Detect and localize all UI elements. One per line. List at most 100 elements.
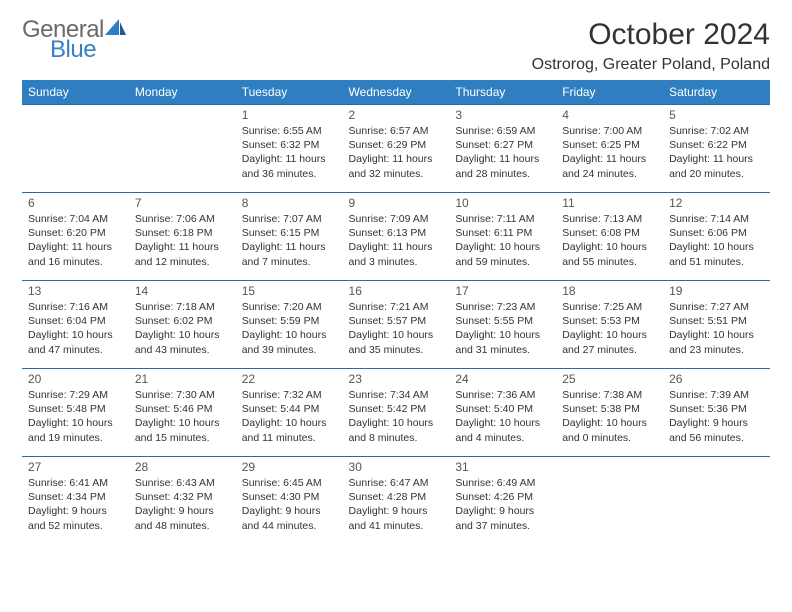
sunrise-text: Sunrise: 6:59 AM [455,124,550,138]
sunrise-text: Sunrise: 7:13 AM [562,212,657,226]
daylight-text-2: and 4 minutes. [455,431,550,445]
daylight-text-1: Daylight: 10 hours [135,416,230,430]
sunrise-text: Sunrise: 7:07 AM [242,212,337,226]
day-info: Sunrise: 7:13 AMSunset: 6:08 PMDaylight:… [562,212,657,269]
day-number: 22 [242,372,337,386]
day-info: Sunrise: 7:30 AMSunset: 5:46 PMDaylight:… [135,388,230,445]
calendar-day-cell: 13Sunrise: 7:16 AMSunset: 6:04 PMDayligh… [22,281,129,369]
calendar-day-cell: 31Sunrise: 6:49 AMSunset: 4:26 PMDayligh… [449,457,556,545]
daylight-text-2: and 32 minutes. [349,167,444,181]
daylight-text-1: Daylight: 9 hours [455,504,550,518]
calendar-day-cell: 30Sunrise: 6:47 AMSunset: 4:28 PMDayligh… [343,457,450,545]
calendar-day-cell: 15Sunrise: 7:20 AMSunset: 5:59 PMDayligh… [236,281,343,369]
page-title: October 2024 [532,18,770,52]
daylight-text-1: Daylight: 10 hours [669,328,764,342]
sunrise-text: Sunrise: 7:18 AM [135,300,230,314]
day-info: Sunrise: 6:45 AMSunset: 4:30 PMDaylight:… [242,476,337,533]
calendar-day-cell: 5Sunrise: 7:02 AMSunset: 6:22 PMDaylight… [663,105,770,193]
sunrise-text: Sunrise: 6:55 AM [242,124,337,138]
day-number: 4 [562,108,657,122]
day-number: 2 [349,108,444,122]
day-info: Sunrise: 7:16 AMSunset: 6:04 PMDaylight:… [28,300,123,357]
day-number: 18 [562,284,657,298]
daylight-text-1: Daylight: 11 hours [562,152,657,166]
day-info: Sunrise: 7:32 AMSunset: 5:44 PMDaylight:… [242,388,337,445]
sunset-text: Sunset: 6:29 PM [349,138,444,152]
sunset-text: Sunset: 4:30 PM [242,490,337,504]
day-number: 1 [242,108,337,122]
day-info: Sunrise: 7:29 AMSunset: 5:48 PMDaylight:… [28,388,123,445]
calendar-day-cell [663,457,770,545]
calendar-day-cell: 20 Sunrise: 7:29 AMSunset: 5:48 PMDayligh… [22,369,129,457]
day-info: Sunrise: 7:34 AMSunset: 5:42 PMDaylight:… [349,388,444,445]
daylight-text-2: and 55 minutes. [562,255,657,269]
day-number: 11 [562,196,657,210]
sunset-text: Sunset: 5:36 PM [669,402,764,416]
day-number: 17 [455,284,550,298]
calendar-day-cell: 1 Sunrise: 6:55 AMSunset: 6:32 PMDaylight… [236,105,343,193]
daylight-text-2: and 7 minutes. [242,255,337,269]
day-info: Sunrise: 7:00 AMSunset: 6:25 PMDaylight:… [562,124,657,181]
calendar-day-cell: 4 Sunrise: 7:00 AMSunset: 6:25 PMDaylight… [556,105,663,193]
sunrise-text: Sunrise: 7:21 AM [349,300,444,314]
daylight-text-2: and 31 minutes. [455,343,550,357]
sunrise-text: Sunrise: 7:39 AM [669,388,764,402]
daylight-text-1: Daylight: 10 hours [455,240,550,254]
day-number: 10 [455,196,550,210]
calendar-day-cell: 8Sunrise: 7:07 AMSunset: 6:15 PMDaylight… [236,193,343,281]
calendar-day-cell: 24Sunrise: 7:36 AMSunset: 5:40 PMDayligh… [449,369,556,457]
daylight-text-2: and 52 minutes. [28,519,123,533]
calendar-table: Sunday Monday Tuesday Wednesday Thursday… [22,80,770,545]
daylight-text-2: and 20 minutes. [669,167,764,181]
sunrise-text: Sunrise: 7:14 AM [669,212,764,226]
calendar-day-cell: 7Sunrise: 7:06 AMSunset: 6:18 PMDaylight… [129,193,236,281]
sunrise-text: Sunrise: 6:45 AM [242,476,337,490]
day-number: 31 [455,460,550,474]
day-number: 15 [242,284,337,298]
weekday-header: Tuesday [236,80,343,105]
day-info: Sunrise: 7:18 AMSunset: 6:02 PMDaylight:… [135,300,230,357]
sunset-text: Sunset: 5:59 PM [242,314,337,328]
sunrise-text: Sunrise: 6:47 AM [349,476,444,490]
sunset-text: Sunset: 5:40 PM [455,402,550,416]
day-info: Sunrise: 7:39 AMSunset: 5:36 PMDaylight:… [669,388,764,445]
day-number: 21 [135,372,230,386]
calendar-day-cell: 23 Sunrise: 7:34 AMSunset: 5:42 PMDayligh… [343,369,450,457]
day-number: 19 [669,284,764,298]
calendar-day-cell: 18Sunrise: 7:25 AMSunset: 5:53 PMDayligh… [556,281,663,369]
daylight-text-1: Daylight: 10 hours [669,240,764,254]
daylight-text-1: Daylight: 11 hours [455,152,550,166]
daylight-text-1: Daylight: 9 hours [669,416,764,430]
day-number: 23 [349,372,444,386]
sunrise-text: Sunrise: 7:25 AM [562,300,657,314]
calendar-day-cell: 17Sunrise: 7:23 AMSunset: 5:55 PMDayligh… [449,281,556,369]
sunset-text: Sunset: 5:38 PM [562,402,657,416]
day-info: Sunrise: 6:59 AMSunset: 6:27 PMDaylight:… [455,124,550,181]
day-info: Sunrise: 7:27 AMSunset: 5:51 PMDaylight:… [669,300,764,357]
daylight-text-2: and 11 minutes. [242,431,337,445]
sunset-text: Sunset: 5:48 PM [28,402,123,416]
daylight-text-2: and 44 minutes. [242,519,337,533]
sunset-text: Sunset: 6:06 PM [669,226,764,240]
calendar-week-row: 1 Sunrise: 6:55 AMSunset: 6:32 PMDaylight… [22,105,770,193]
calendar-day-cell: 6Sunrise: 7:04 AMSunset: 6:20 PMDaylight… [22,193,129,281]
daylight-text-2: and 24 minutes. [562,167,657,181]
weekday-header: Saturday [663,80,770,105]
daylight-text-2: and 51 minutes. [669,255,764,269]
weekday-header: Thursday [449,80,556,105]
day-info: Sunrise: 7:07 AMSunset: 6:15 PMDaylight:… [242,212,337,269]
daylight-text-2: and 39 minutes. [242,343,337,357]
sunrise-text: Sunrise: 7:00 AM [562,124,657,138]
day-info: Sunrise: 7:38 AMSunset: 5:38 PMDaylight:… [562,388,657,445]
weekday-header-row: Sunday Monday Tuesday Wednesday Thursday… [22,80,770,105]
daylight-text-2: and 0 minutes. [562,431,657,445]
sunset-text: Sunset: 5:55 PM [455,314,550,328]
day-info: Sunrise: 6:55 AMSunset: 6:32 PMDaylight:… [242,124,337,181]
day-number: 20 [28,372,123,386]
calendar-week-row: 20 Sunrise: 7:29 AMSunset: 5:48 PMDayligh… [22,369,770,457]
sunset-text: Sunset: 4:26 PM [455,490,550,504]
sunrise-text: Sunrise: 7:27 AM [669,300,764,314]
logo: General Blue [22,18,127,62]
day-info: Sunrise: 6:43 AMSunset: 4:32 PMDaylight:… [135,476,230,533]
day-number: 27 [28,460,123,474]
